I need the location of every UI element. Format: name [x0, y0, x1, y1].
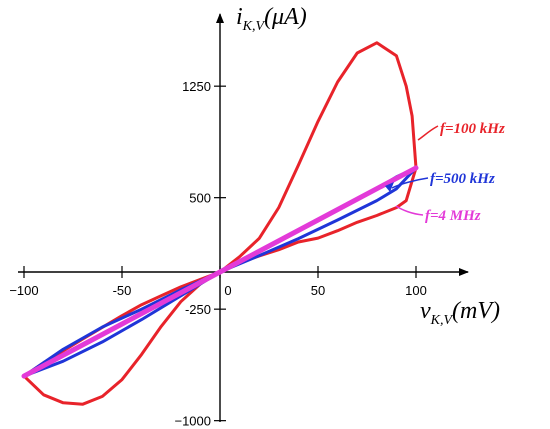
series-4mhz-line	[21, 165, 419, 379]
x-ticks: −100 -50 0 50 100	[9, 266, 427, 298]
arrow-500khz	[385, 182, 394, 192]
labels: vK,V(mV) iK,V(μA) f=100 kHz f=500 kHz f=…	[236, 4, 505, 328]
x-tick-label: 50	[311, 283, 325, 298]
x-tick-label: 0	[224, 283, 231, 298]
label-500khz: f=500 kHz	[430, 171, 495, 187]
series-100khz-loop	[22, 41, 418, 406]
x-tick-label: −100	[9, 283, 38, 298]
y-tick-label: -250	[185, 302, 211, 317]
x-tick-label: 100	[405, 283, 427, 298]
axes	[18, 13, 469, 422]
leader-4mhz	[395, 205, 424, 216]
y-tick-label: −1000	[174, 414, 211, 429]
x-axis-title: vK,V(mV)	[420, 298, 500, 328]
leader-100khz	[417, 125, 439, 141]
y-tick-label: 1250	[182, 79, 211, 94]
y-axis-title: iK,V(μA)	[236, 4, 307, 34]
x-tick-label: -50	[113, 283, 132, 298]
label-100khz: f=100 kHz	[440, 121, 505, 137]
y-ticks: −1000-25050012502000	[174, 79, 226, 429]
y-tick-label: 500	[189, 191, 211, 206]
label-4mhz: f=4 MHz	[425, 208, 481, 224]
curves	[21, 41, 419, 406]
leader-500khz	[391, 177, 429, 189]
